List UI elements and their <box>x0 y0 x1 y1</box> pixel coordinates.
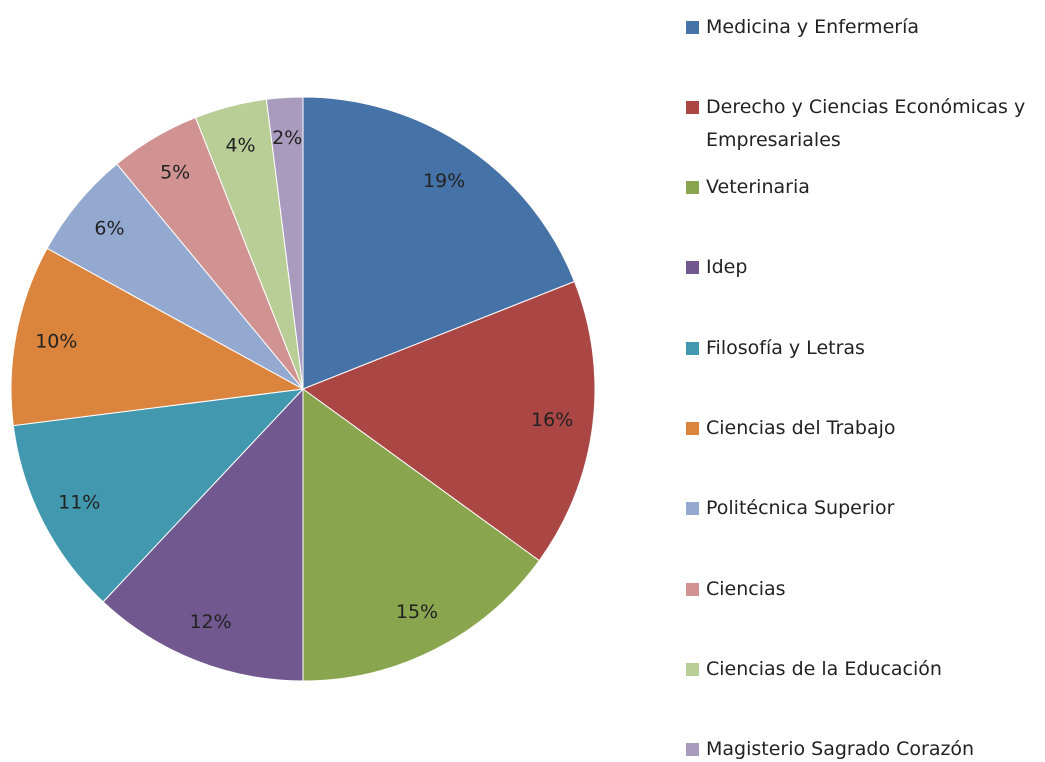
legend-item: Ciencias de la Educación <box>686 653 1045 686</box>
legend-swatch <box>686 341 699 355</box>
legend-label: Ciencias de la Educación <box>706 657 942 680</box>
data-label: 2% <box>272 127 302 149</box>
data-label: 12% <box>189 611 231 633</box>
legend-item: Ciencias <box>686 573 1045 606</box>
pie-slice <box>302 388 540 682</box>
legend-label: Derecho y Ciencias Económicas y Empresar… <box>706 95 1026 151</box>
data-label: 5% <box>160 161 190 183</box>
legend-item: Filosofía y Letras <box>686 332 1045 365</box>
legend-label: Ciencias del Trabajo <box>706 417 896 439</box>
pie-slice <box>302 96 576 390</box>
legend-label: Magisterio Sagrado Corazón <box>706 738 975 761</box>
data-label: 15% <box>396 601 438 623</box>
legend-item: Derecho y Ciencias Económicas y Empresar… <box>686 91 1045 157</box>
pie-slice <box>12 388 305 603</box>
legend-item: Medicina y Enfermería <box>686 11 1045 44</box>
legend-swatch <box>686 662 699 676</box>
data-label: 4% <box>225 134 255 156</box>
legend-item: Politécnica Superior <box>686 492 1045 525</box>
legend-swatch <box>686 582 699 596</box>
legend-label: Politécnica Superior <box>706 497 895 520</box>
legend-swatch <box>686 181 699 195</box>
legend-item: Magisterio Sagrado Corazón <box>686 733 1045 762</box>
legend-swatch <box>686 100 699 114</box>
pie-slice <box>265 96 304 390</box>
legend-item: Veterinaria <box>686 171 1045 204</box>
data-label: 11% <box>58 492 100 514</box>
legend-swatch <box>686 743 699 757</box>
legend-label: Filosofía y Letras <box>706 336 865 359</box>
data-label: 19% <box>423 170 465 192</box>
legend-swatch <box>686 422 699 435</box>
data-label: 6% <box>94 217 124 239</box>
legend-label: Veterinaria <box>706 176 810 199</box>
legend-swatch <box>686 20 699 34</box>
legend-swatch <box>686 502 699 516</box>
pie-slice <box>301 280 596 562</box>
legend-item: Idep <box>686 251 1045 284</box>
legend-label: Idep <box>706 256 748 279</box>
legend-label: Medicina y Enfermería <box>706 15 919 38</box>
data-label: 16% <box>531 409 573 431</box>
data-label: 10% <box>35 330 77 352</box>
pie-slice <box>102 387 304 682</box>
legend-label: Ciencias <box>706 577 786 600</box>
legend-swatch <box>686 261 699 275</box>
legend-item: Ciencias del Trabajo <box>686 412 1045 445</box>
pie-slice <box>10 247 305 427</box>
